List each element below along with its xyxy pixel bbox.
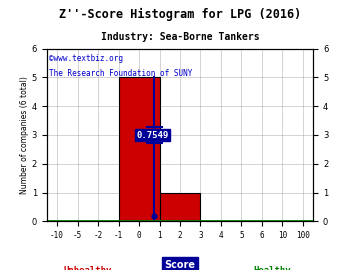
- Text: Unhealthy: Unhealthy: [64, 266, 112, 270]
- Text: Z''-Score Histogram for LPG (2016): Z''-Score Histogram for LPG (2016): [59, 8, 301, 21]
- Text: The Research Foundation of SUNY: The Research Foundation of SUNY: [49, 69, 193, 78]
- Text: ©www.textbiz.org: ©www.textbiz.org: [49, 54, 123, 63]
- Text: Industry: Sea-Borne Tankers: Industry: Sea-Borne Tankers: [101, 32, 259, 42]
- X-axis label: Score: Score: [165, 259, 195, 269]
- Bar: [118, 77, 159, 221]
- Text: 0.7549: 0.7549: [136, 130, 168, 140]
- Bar: [159, 193, 201, 221]
- Text: Healthy: Healthy: [253, 266, 291, 270]
- Y-axis label: Number of companies (6 total): Number of companies (6 total): [20, 76, 29, 194]
